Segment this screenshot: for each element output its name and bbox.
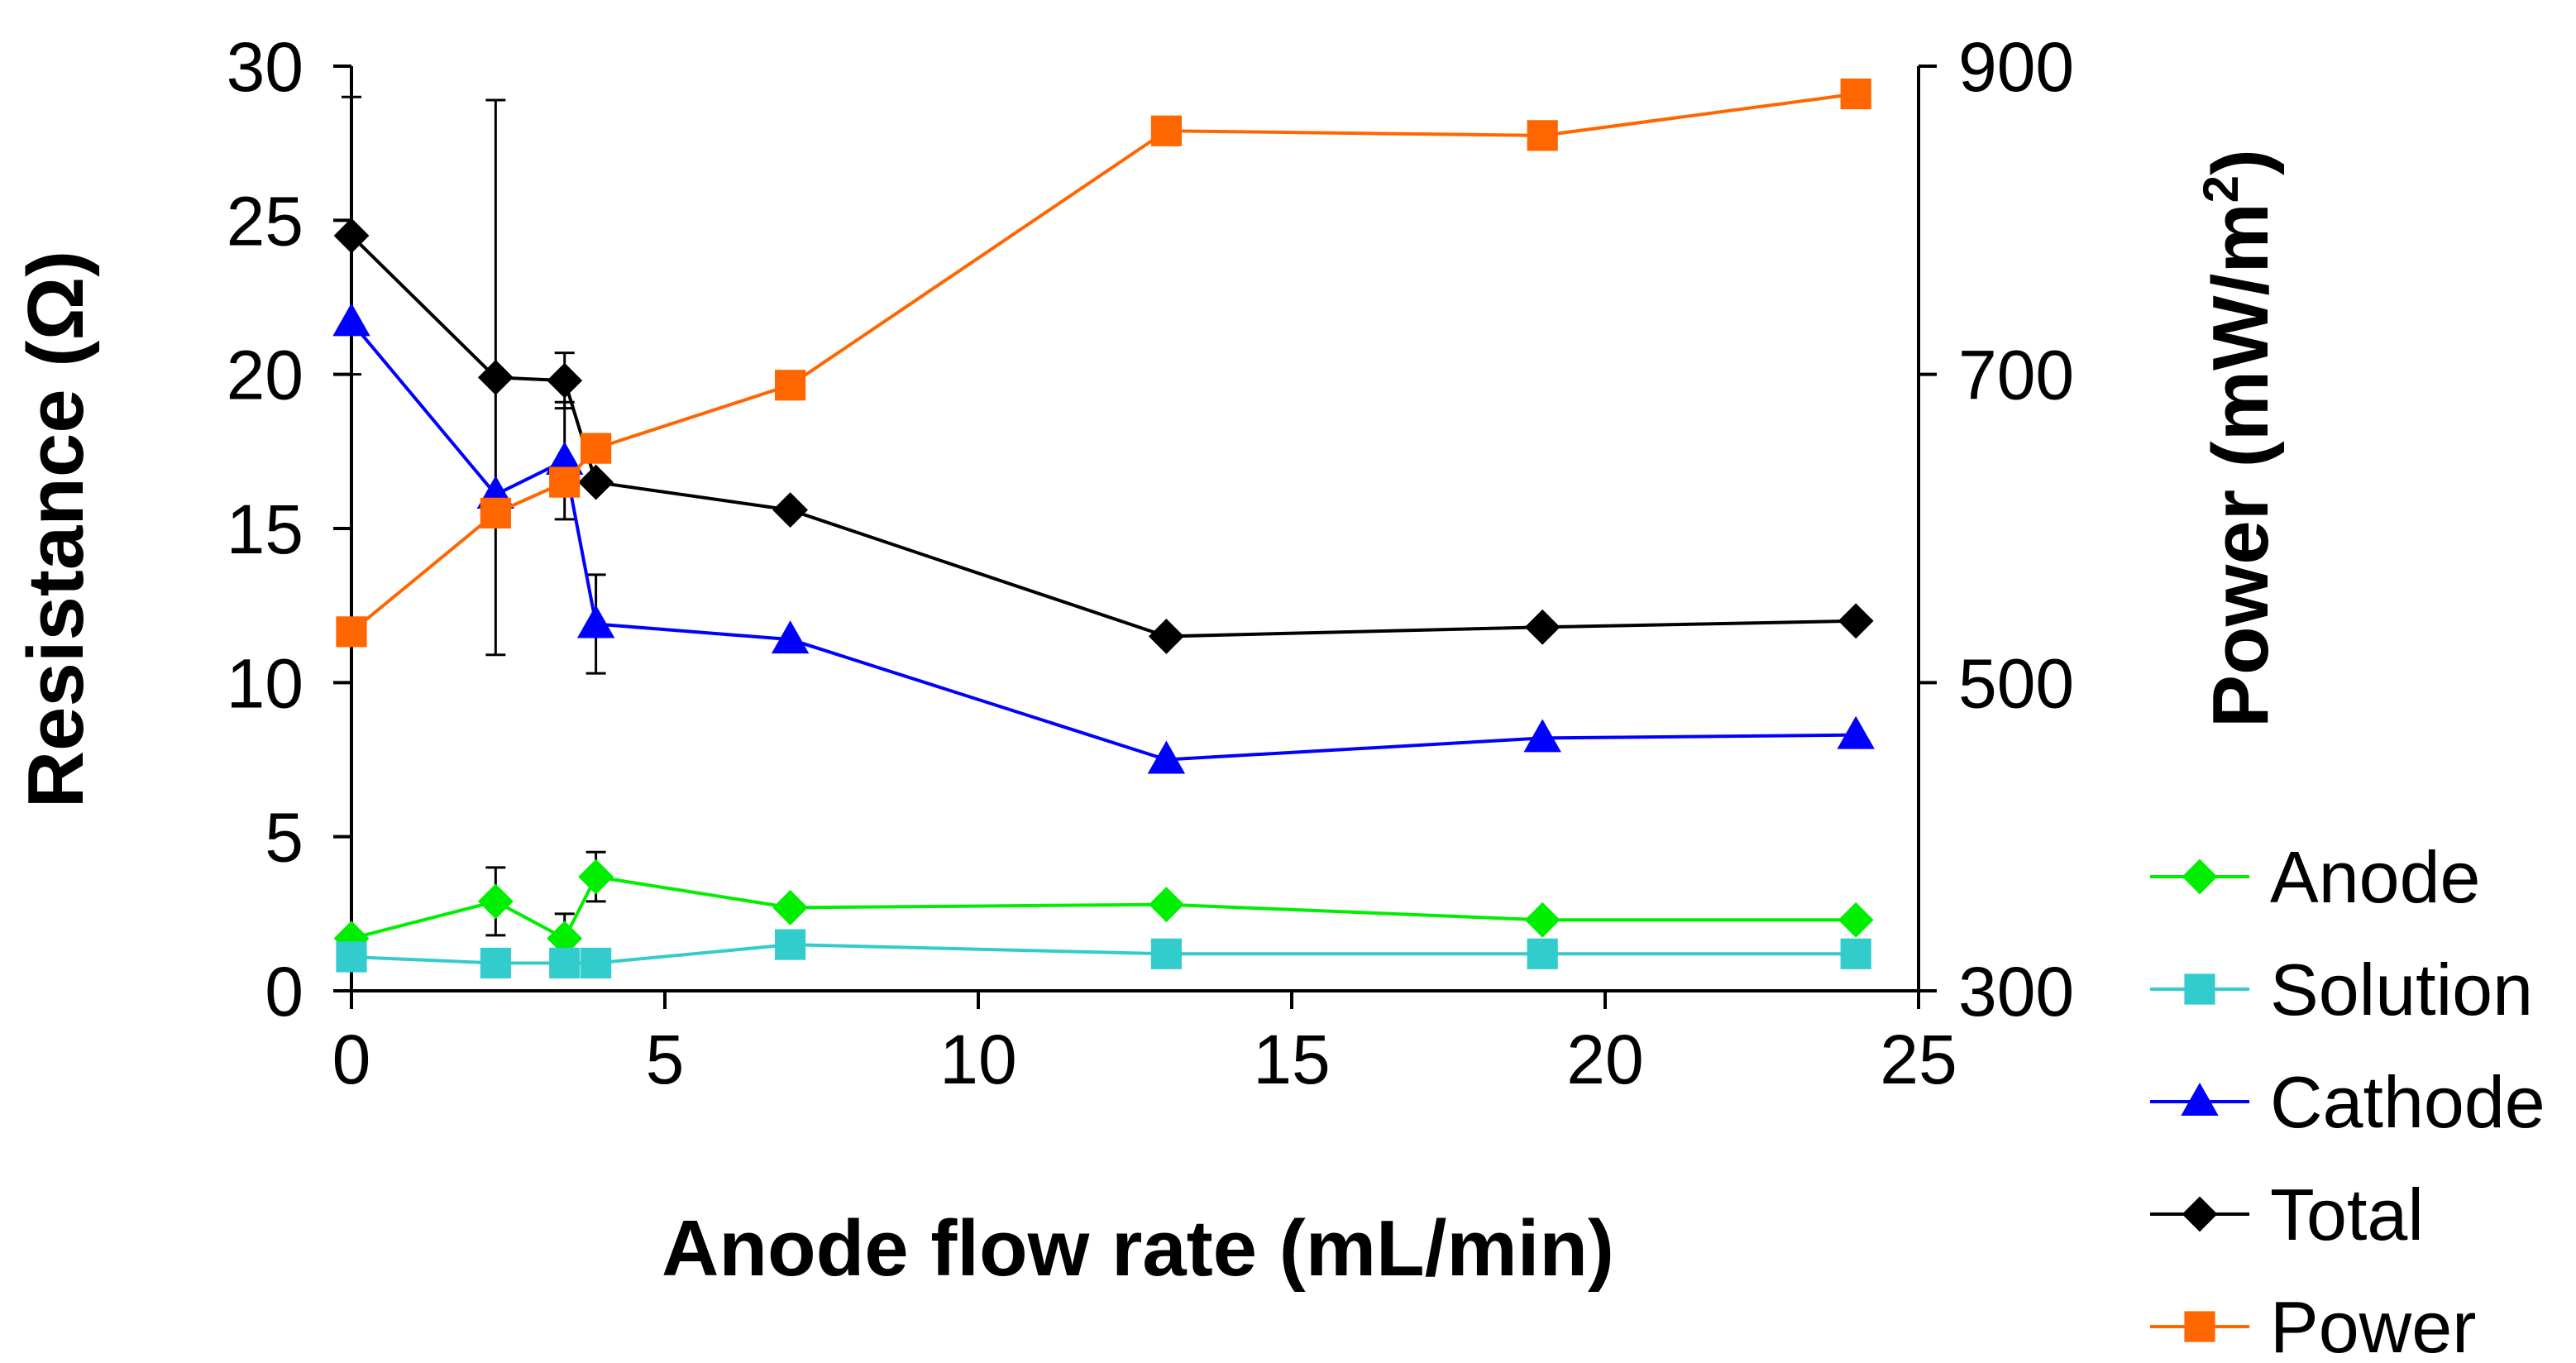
legend-item-solution: Solution	[2150, 949, 2533, 1031]
data-point-solution	[581, 947, 612, 979]
data-point-solution	[480, 947, 511, 979]
y-axis-title: Resistance (Ω)	[12, 251, 100, 809]
y-tick-label: 10	[227, 644, 303, 722]
data-point-solution	[549, 947, 581, 979]
legend-label: Power	[2270, 1286, 2476, 1363]
legend-item-power: Power	[2150, 1286, 2476, 1363]
legend-marker	[2184, 973, 2215, 1005]
y-tick-label: 30	[227, 28, 303, 106]
y2-axis-title-sup: 2	[2193, 175, 2249, 203]
data-point-solution	[775, 929, 806, 960]
data-point-anode	[578, 858, 614, 895]
legend-item-total: Total	[2150, 1174, 2424, 1255]
axes-layer: 0 5 10 15 20 25 0 5 10 15 20 25 30 300 500 700 900	[227, 28, 2075, 1098]
data-point-cathode	[576, 605, 615, 638]
data-point-cathode	[771, 620, 810, 654]
series-solution	[336, 929, 1871, 979]
data-point-total	[578, 464, 614, 500]
series-line-power	[350, 92, 1857, 634]
data-point-power	[1840, 78, 1871, 110]
legend-marker	[2182, 858, 2218, 895]
x-tick-label: 25	[1880, 1021, 1957, 1098]
data-point-power	[775, 370, 806, 401]
y2-axis-title-base: Power (mW/m	[2196, 203, 2285, 728]
data-point-total	[1838, 603, 1874, 639]
data-point-anode	[1148, 887, 1184, 923]
data-point-solution	[1840, 938, 1871, 969]
data-point-power	[480, 497, 511, 528]
series-power	[336, 78, 1871, 648]
legend-item-anode: Anode	[2150, 836, 2480, 918]
data-point-power	[1527, 120, 1558, 151]
legend-label: Anode	[2270, 836, 2480, 918]
data-point-total	[477, 359, 514, 395]
data-point-cathode	[1837, 715, 1875, 749]
y2-tick-label: 700	[1958, 337, 2074, 414]
legend: Anode Solution Cathode Total Power	[2150, 836, 2545, 1363]
data-point-power	[581, 433, 612, 464]
y2-tick-label: 900	[1958, 28, 2074, 106]
data-point-solution	[1527, 938, 1558, 969]
y2-axis-title: Power (mW/m2)	[2193, 149, 2285, 728]
x-tick-label: 10	[939, 1021, 1016, 1098]
data-point-total	[772, 492, 809, 528]
series-line-cathode	[350, 321, 1857, 762]
x-tick-label: 5	[646, 1021, 685, 1098]
y-tick-label: 15	[227, 490, 303, 568]
legend-item-cathode: Cathode	[2150, 1061, 2545, 1143]
data-point-solution	[336, 941, 367, 973]
series-layer	[332, 78, 1875, 979]
x-tick-label: 20	[1566, 1021, 1643, 1098]
data-point-solution	[1150, 938, 1183, 969]
series-line-total	[350, 234, 1857, 638]
y-tick-label: 0	[265, 953, 303, 1031]
legend-label: Solution	[2270, 949, 2533, 1031]
data-point-total	[1524, 609, 1560, 645]
y-tick-label: 25	[227, 182, 303, 260]
data-point-cathode	[1523, 719, 1561, 753]
y2-axis-title-end: )	[2196, 149, 2285, 175]
y2-tick-label: 300	[1958, 953, 2074, 1031]
legend-label: Total	[2270, 1174, 2424, 1255]
legend-marker	[2182, 1196, 2218, 1232]
series-anode	[333, 858, 1874, 957]
data-point-total	[547, 362, 583, 399]
data-point-anode	[772, 889, 809, 925]
x-tick-label: 0	[332, 1021, 371, 1098]
data-point-anode	[477, 883, 514, 920]
y2-tick-label: 500	[1958, 644, 2074, 722]
series-total	[333, 218, 1874, 654]
x-tick-label: 15	[1253, 1021, 1330, 1098]
legend-label: Cathode	[2270, 1061, 2545, 1143]
data-point-anode	[1524, 901, 1560, 938]
data-point-total	[1148, 619, 1184, 654]
y-tick-label: 20	[227, 337, 303, 414]
data-point-cathode	[1147, 740, 1186, 774]
data-point-power	[1150, 115, 1183, 146]
x-axis-title: Anode flow rate (mL/min)	[662, 1204, 1614, 1293]
legend-marker	[2184, 1311, 2215, 1342]
data-point-anode	[1838, 901, 1874, 938]
series-line-anode	[351, 874, 1857, 941]
data-point-total	[333, 218, 370, 254]
data-point-power	[336, 616, 367, 648]
data-point-cathode	[332, 303, 370, 337]
legend-marker	[2181, 1082, 2219, 1116]
data-point-power	[549, 466, 581, 498]
y-tick-label: 5	[265, 799, 303, 877]
